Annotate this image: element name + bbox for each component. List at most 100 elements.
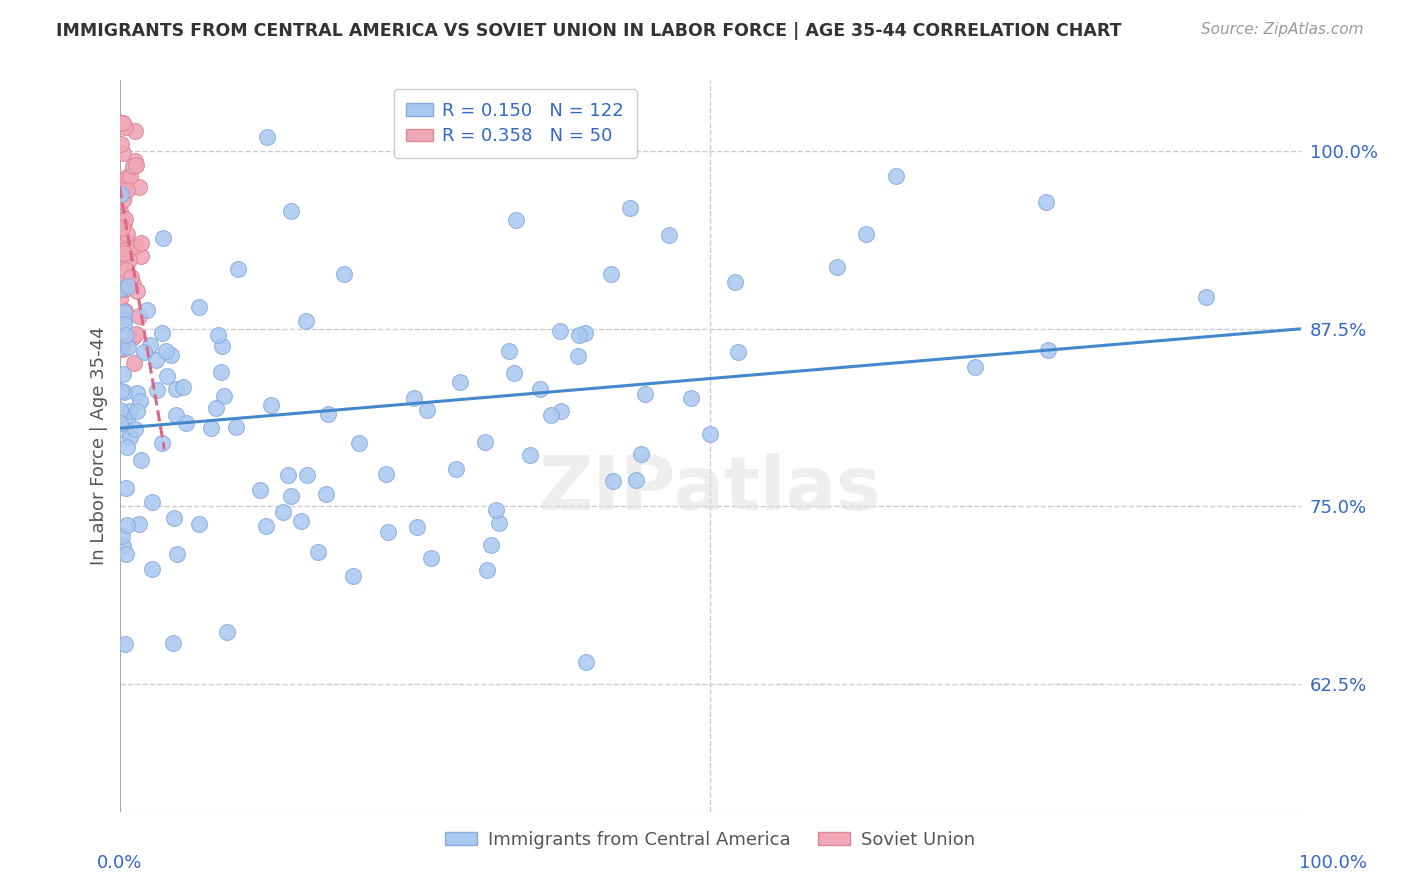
Point [118, 404, 141, 418]
Point [160, 349, 183, 363]
Point [114, 212, 136, 227]
Point [165, 408, 187, 422]
Point [114, 637, 136, 651]
Point [174, 416, 197, 430]
Point [131, 453, 153, 467]
Point [110, 282, 132, 296]
Point [225, 419, 247, 434]
Point [402, 391, 425, 405]
Point [963, 359, 986, 374]
Point [112, 385, 135, 400]
Point [117, 340, 139, 354]
Point [129, 236, 152, 251]
Point [141, 562, 163, 576]
Point [124, 422, 146, 436]
Point [295, 468, 318, 483]
Text: IMMIGRANTS FROM CENTRAL AMERICA VS SOVIET UNION IN LABOR FORCE | AGE 35-44 CORRE: IMMIGRANTS FROM CENTRAL AMERICA VS SOVIE… [56, 22, 1122, 40]
Point [152, 326, 174, 340]
Point [295, 314, 318, 328]
Point [124, 238, 146, 252]
Point [111, 145, 134, 160]
Point [884, 169, 907, 183]
Point [377, 524, 399, 539]
Point [488, 516, 510, 530]
Point [249, 483, 271, 497]
Point [136, 303, 159, 318]
Point [118, 244, 141, 258]
Point [117, 279, 139, 293]
Point [127, 385, 149, 400]
Point [114, 547, 136, 561]
Point [342, 569, 364, 583]
Point [145, 353, 167, 368]
Point [162, 636, 184, 650]
Point [505, 213, 527, 227]
Point [1035, 195, 1057, 210]
Point [108, 204, 131, 219]
Point [825, 260, 848, 274]
Point [498, 344, 520, 359]
Point [114, 120, 136, 134]
Point [624, 474, 647, 488]
Point [115, 227, 138, 242]
Point [165, 382, 187, 396]
Point [474, 435, 496, 450]
Point [681, 391, 703, 405]
Point [115, 481, 138, 495]
Point [112, 312, 135, 326]
Point [444, 462, 467, 476]
Point [112, 215, 135, 229]
Point [150, 436, 173, 450]
Point [575, 655, 598, 669]
Point [406, 520, 429, 534]
Point [567, 349, 589, 363]
Point [114, 244, 136, 258]
Point [115, 169, 138, 184]
Text: ZIPatlas: ZIPatlas [538, 453, 882, 526]
Point [188, 517, 211, 532]
Point [128, 516, 150, 531]
Point [548, 324, 571, 338]
Point [166, 547, 188, 561]
Point [727, 345, 749, 359]
Point [568, 328, 591, 343]
Point [114, 303, 136, 318]
Point [114, 327, 136, 342]
Point [630, 447, 652, 461]
Point [519, 449, 541, 463]
Point [112, 193, 135, 207]
Point [112, 367, 135, 381]
Point [120, 269, 142, 284]
Point [172, 380, 194, 394]
Point [602, 474, 624, 488]
Point [114, 423, 136, 437]
Point [600, 267, 623, 281]
Point [128, 179, 150, 194]
Point [108, 403, 131, 417]
Text: 0.0%: 0.0% [97, 855, 142, 872]
Point [226, 261, 249, 276]
Point [122, 356, 145, 370]
Point [419, 550, 441, 565]
Point [110, 136, 132, 151]
Point [277, 467, 299, 482]
Point [108, 292, 131, 306]
Point [540, 408, 562, 422]
Point [128, 310, 150, 324]
Point [115, 412, 138, 426]
Point [110, 186, 132, 201]
Point [146, 383, 169, 397]
Point [619, 201, 641, 215]
Point [115, 517, 138, 532]
Point [204, 401, 226, 415]
Point [112, 342, 135, 356]
Point [111, 221, 134, 235]
Point [699, 427, 721, 442]
Point [118, 169, 141, 184]
Point [211, 339, 233, 353]
Point [125, 284, 148, 298]
Point [139, 338, 162, 352]
Point [110, 338, 132, 352]
Point [115, 234, 138, 248]
Point [475, 563, 498, 577]
